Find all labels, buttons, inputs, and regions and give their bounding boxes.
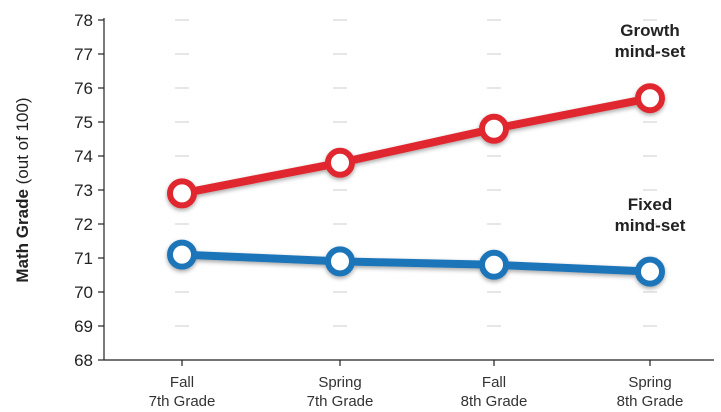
y-tick-label: 73 <box>74 181 93 200</box>
series-label-line: Growth <box>620 21 680 40</box>
x-tick-label-line: 7th Grade <box>307 393 374 410</box>
y-axis-title-bold: Math Grade <box>13 189 32 283</box>
series-label-line: mind-set <box>615 42 686 61</box>
y-tick-label: 78 <box>74 11 93 30</box>
data-point <box>167 178 197 209</box>
x-tick-label: Spring 8th Grade <box>617 374 684 410</box>
data-point <box>479 249 509 280</box>
x-tick-label: Fall 7th Grade <box>149 374 216 410</box>
y-axis-title-unit: (out of 100) <box>13 97 32 189</box>
data-point <box>325 147 355 178</box>
x-tick-label-line: Fall <box>482 374 506 391</box>
x-tick-label-line: Spring <box>628 374 671 391</box>
y-tick-label: 75 <box>74 113 93 132</box>
y-tick-label: 70 <box>74 283 93 302</box>
y-tick-label: 71 <box>74 249 93 268</box>
data-point <box>479 113 509 144</box>
x-tick-label-line: 7th Grade <box>149 393 216 410</box>
x-tick-label-line: Spring <box>318 374 361 391</box>
data-point <box>635 256 665 287</box>
series-line <box>178 250 654 276</box>
y-tick-label: 77 <box>74 45 93 64</box>
labels-layer: Growth mind-set Fixed mind-set <box>615 21 686 235</box>
grid-layer <box>175 19 657 327</box>
y-tick-label: 68 <box>74 351 93 370</box>
x-tick-label: Spring 7th Grade <box>307 374 374 410</box>
y-axis-title: Math Grade (out of 100) <box>13 97 32 282</box>
x-tick-label-line: 8th Grade <box>617 393 684 410</box>
series-label-fixed-mind-set: Fixed mind-set <box>615 195 686 235</box>
y-tick-label: 72 <box>74 215 93 234</box>
data-point <box>635 83 665 114</box>
y-tick-label: 74 <box>74 147 93 166</box>
y-tick-label: 76 <box>74 79 93 98</box>
series-layer <box>167 83 665 287</box>
series-label-growth-mind-set: Growth mind-set <box>615 21 686 61</box>
series-line <box>178 94 654 198</box>
x-tick-label-line: Fall <box>170 374 194 391</box>
series-label-line: mind-set <box>615 216 686 235</box>
series-label-line: Fixed <box>628 195 672 214</box>
x-tick-label-line: 8th Grade <box>461 393 528 410</box>
series-fixed-mind-set <box>167 239 665 287</box>
series-growth-mind-set <box>167 83 665 209</box>
x-tick-label: Fall 8th Grade <box>461 374 528 410</box>
data-point <box>167 239 197 270</box>
data-point <box>325 246 355 277</box>
y-tick-label: 69 <box>74 317 93 336</box>
